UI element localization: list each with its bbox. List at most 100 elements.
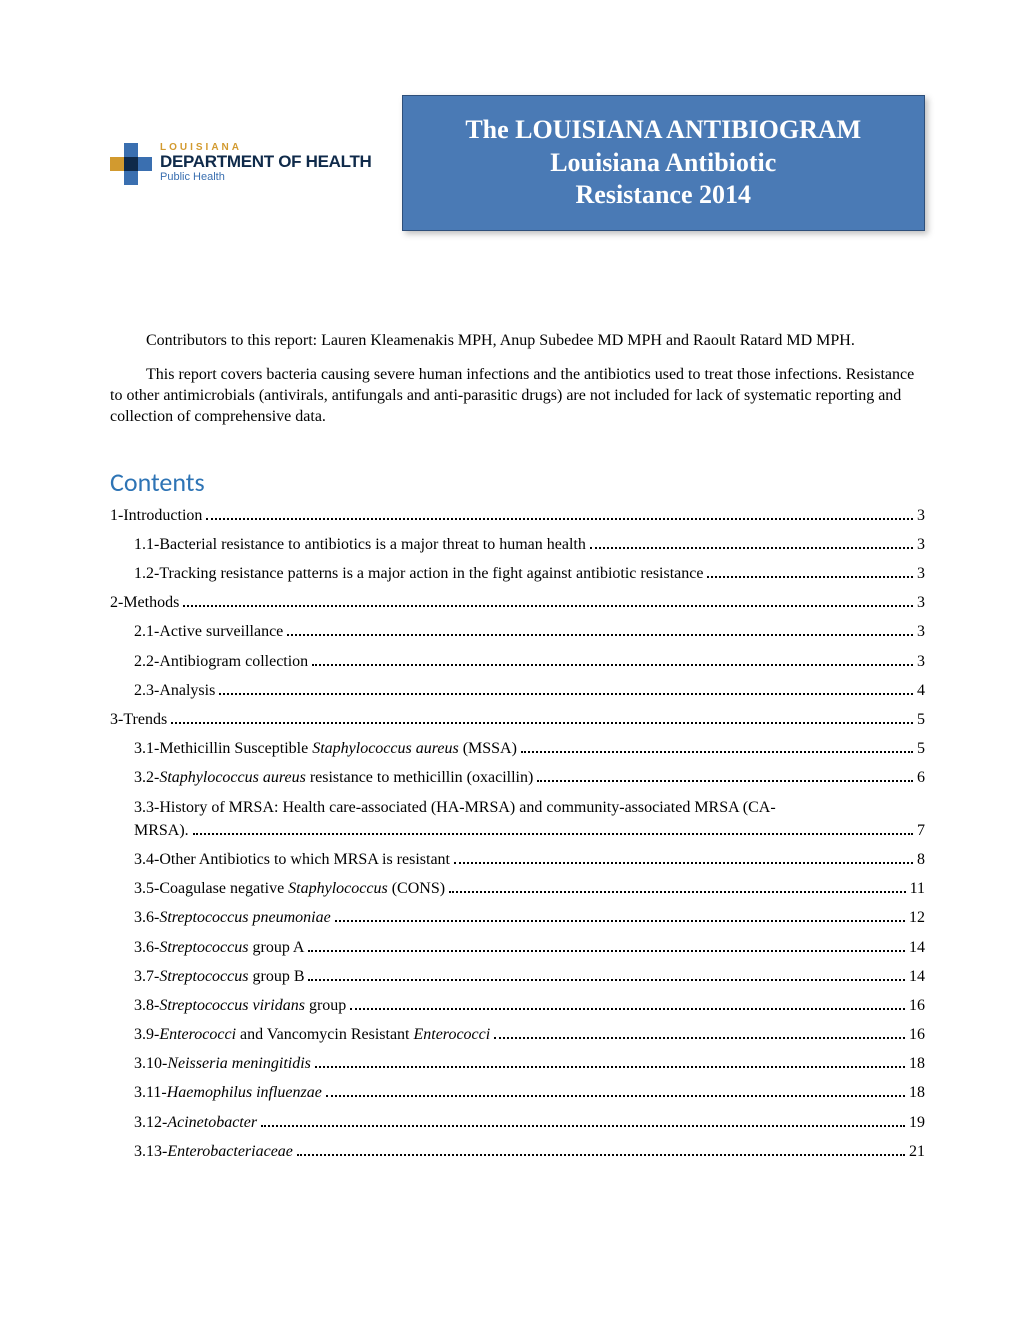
- toc-page: 4: [917, 679, 925, 702]
- toc-page: 3: [917, 562, 925, 585]
- toc-entry[interactable]: 3.3-History of MRSA: Health care-associa…: [110, 796, 925, 842]
- toc-page: 3: [917, 591, 925, 614]
- logo-sub: Public Health: [160, 172, 372, 183]
- title-line: Louisiana Antibiotic: [419, 147, 908, 180]
- toc-label: 2.2-Antibiogram collection: [134, 650, 308, 673]
- toc-entry[interactable]: 1-Introduction 3: [110, 504, 925, 527]
- toc-label: 3.1-Methicillin Susceptible Staphylococc…: [134, 737, 517, 760]
- toc-label: 3.9-Enterococci and Vancomycin Resistant…: [134, 1023, 490, 1046]
- toc-label: MRSA).: [134, 819, 189, 842]
- toc-leader: [326, 1095, 905, 1097]
- toc-page: 5: [917, 708, 925, 731]
- toc-entry[interactable]: 1.2-Tracking resistance patterns is a ma…: [110, 562, 925, 585]
- contributors-para: Contributors to this report: Lauren Klea…: [110, 331, 925, 352]
- toc-label: 1-Introduction: [110, 504, 202, 527]
- table-of-contents: 1-Introduction 3 1.1-Bacterial resistance …: [110, 504, 925, 1163]
- toc-entry[interactable]: 3.6-Streptococcus group A 14: [110, 936, 925, 959]
- toc-page: 18: [909, 1081, 925, 1104]
- toc-entry[interactable]: 3.8-Streptococcus viridans group 16: [110, 994, 925, 1017]
- toc-entry[interactable]: 3.1-Methicillin Susceptible Staphylococc…: [110, 737, 925, 760]
- toc-label: 3.13-Enterobacteriaceae: [134, 1140, 293, 1163]
- toc-leader: [308, 950, 905, 952]
- toc-leader: [308, 979, 905, 981]
- toc-label: 3.12-Acinetobacter: [134, 1111, 257, 1134]
- toc-label: 3-Trends: [110, 708, 167, 731]
- toc-leader: [315, 1066, 905, 1068]
- toc-leader: [219, 693, 913, 695]
- toc-leader: [312, 664, 913, 666]
- toc-page: 3: [917, 504, 925, 527]
- toc-page: 12: [909, 906, 925, 929]
- toc-entry[interactable]: 2-Methods 3: [110, 591, 925, 614]
- toc-page: 16: [909, 1023, 925, 1046]
- toc-entry[interactable]: 3-Trends 5: [110, 708, 925, 731]
- toc-label: 3.11-Haemophilus influenzae: [134, 1081, 322, 1104]
- toc-page: 3: [917, 650, 925, 673]
- toc-leader: [193, 833, 913, 835]
- toc-entry[interactable]: 3.4-Other Antibiotics to which MRSA is r…: [110, 848, 925, 871]
- toc-label: 3.3-History of MRSA: Health care-associa…: [134, 796, 925, 819]
- toc-entry[interactable]: 3.10-Neisseria meningitidis 18: [110, 1052, 925, 1075]
- toc-leader: [707, 576, 913, 578]
- toc-page: 6: [917, 766, 925, 789]
- toc-leader: [590, 547, 913, 549]
- toc-page: 19: [909, 1111, 925, 1134]
- title-line: The LOUISIANA ANTIBIOGRAM: [419, 114, 908, 147]
- toc-leader: [454, 862, 913, 864]
- intro-text: Contributors to this report: Lauren Klea…: [110, 331, 925, 428]
- toc-label: 3.5-Coagulase negative Staphylococcus (C…: [134, 877, 445, 900]
- toc-leader: [350, 1008, 905, 1010]
- toc-leader: [183, 605, 913, 607]
- toc-label: 2.1-Active surveillance: [134, 620, 283, 643]
- toc-entry[interactable]: 3.13-Enterobacteriaceae 21: [110, 1140, 925, 1163]
- toc-entry[interactable]: 2.3-Analysis 4: [110, 679, 925, 702]
- toc-leader: [537, 780, 913, 782]
- toc-entry[interactable]: 3.5-Coagulase negative Staphylococcus (C…: [110, 877, 925, 900]
- toc-leader: [171, 722, 913, 724]
- toc-label: 1.1-Bacterial resistance to antibiotics …: [134, 533, 586, 556]
- toc-label: 3.2-Staphylococcus aureus resistance to …: [134, 766, 533, 789]
- toc-page: 11: [910, 877, 925, 900]
- toc-page: 18: [909, 1052, 925, 1075]
- logo-text: LOUISIANA DEPARTMENT OF HEALTH Public He…: [160, 143, 372, 183]
- scope-para: This report covers bacteria causing seve…: [110, 365, 925, 427]
- toc-page: 3: [917, 620, 925, 643]
- toc-entry[interactable]: 1.1-Bacterial resistance to antibiotics …: [110, 533, 925, 556]
- toc-label: 2-Methods: [110, 591, 179, 614]
- dept-logo: LOUISIANA DEPARTMENT OF HEALTH Public He…: [110, 141, 372, 185]
- toc-entry[interactable]: 3.12-Acinetobacter 19: [110, 1111, 925, 1134]
- toc-page: 5: [917, 737, 925, 760]
- toc-page: 14: [909, 965, 925, 988]
- title-line: Resistance 2014: [419, 179, 908, 212]
- logo-dept: DEPARTMENT OF HEALTH: [160, 153, 372, 170]
- toc-page: 21: [909, 1140, 925, 1163]
- toc-entry[interactable]: 3.6-Streptococcus pneumoniae 12: [110, 906, 925, 929]
- toc-entry[interactable]: 3.9-Enterococci and Vancomycin Resistant…: [110, 1023, 925, 1046]
- toc-label: 2.3-Analysis: [134, 679, 215, 702]
- toc-page: 7: [917, 819, 925, 842]
- toc-entry[interactable]: 2.1-Active surveillance 3: [110, 620, 925, 643]
- toc-label: 3.6-Streptococcus group A: [134, 936, 304, 959]
- toc-leader: [261, 1125, 905, 1127]
- toc-entry[interactable]: 3.7-Streptococcus group B 14: [110, 965, 925, 988]
- page: LOUISIANA DEPARTMENT OF HEALTH Public He…: [0, 0, 1020, 1229]
- toc-label: 3.7-Streptococcus group B: [134, 965, 304, 988]
- toc-leader: [449, 891, 906, 893]
- toc-page: 8: [917, 848, 925, 871]
- toc-label: 1.2-Tracking resistance patterns is a ma…: [134, 562, 703, 585]
- toc-entry[interactable]: 3.2-Staphylococcus aureus resistance to …: [110, 766, 925, 789]
- toc-page: 16: [909, 994, 925, 1017]
- toc-page: 14: [909, 936, 925, 959]
- toc-entry[interactable]: 3.11-Haemophilus influenzae 18: [110, 1081, 925, 1104]
- title-box: The LOUISIANA ANTIBIOGRAM Louisiana Anti…: [402, 95, 925, 231]
- toc-label: 3.8-Streptococcus viridans group: [134, 994, 346, 1017]
- toc-label: 3.10-Neisseria meningitidis: [134, 1052, 311, 1075]
- toc-label: 3.6-Streptococcus pneumoniae: [134, 906, 331, 929]
- toc-label: 3.4-Other Antibiotics to which MRSA is r…: [134, 848, 450, 871]
- header-row: LOUISIANA DEPARTMENT OF HEALTH Public He…: [110, 95, 925, 231]
- contents-heading: Contents: [110, 466, 925, 498]
- toc-entry[interactable]: 2.2-Antibiogram collection 3: [110, 650, 925, 673]
- plus-icon: [110, 141, 154, 185]
- toc-leader: [494, 1037, 905, 1039]
- toc-page: 3: [917, 533, 925, 556]
